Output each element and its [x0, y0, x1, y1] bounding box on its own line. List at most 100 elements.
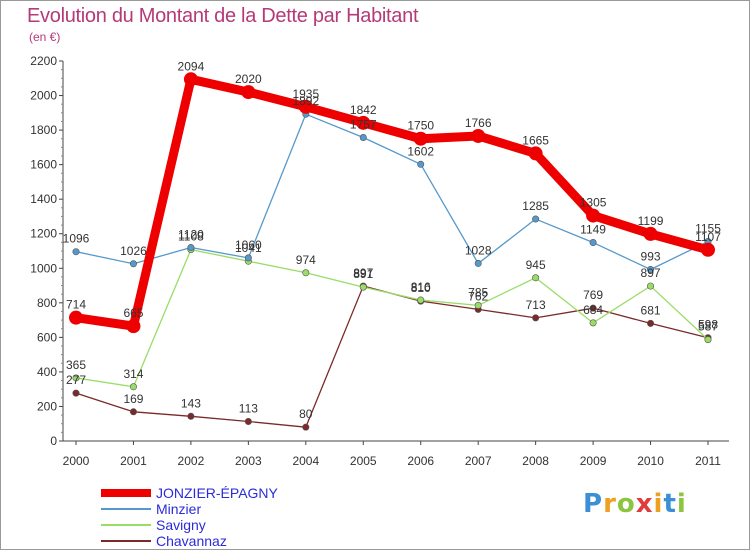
data-point-0 — [643, 226, 658, 241]
data-point-2 — [589, 319, 597, 327]
data-label-0: 1665 — [522, 133, 549, 147]
data-label-2: 897 — [641, 266, 661, 280]
data-label-0: 1107 — [695, 230, 721, 244]
data-point-2 — [532, 274, 540, 282]
data-point-3 — [532, 314, 540, 322]
legend-label-minzier: Minzier — [156, 501, 202, 517]
data-label-1: 1155 — [695, 222, 721, 236]
data-label-3: 143 — [181, 396, 201, 410]
data-point-3 — [244, 417, 252, 425]
data-label-2: 974 — [296, 253, 316, 267]
x-tick-label: 2008 — [522, 454, 549, 468]
data-point-1 — [72, 248, 80, 256]
data-label-0: 1750 — [407, 119, 434, 133]
y-tick-label: 2200 — [30, 54, 57, 68]
data-label-0: 1766 — [465, 116, 492, 130]
data-point-0 — [241, 85, 256, 100]
data-point-0 — [586, 208, 601, 223]
data-point-1 — [532, 215, 540, 223]
data-label-2: 1108 — [178, 230, 204, 244]
data-point-1 — [187, 244, 195, 252]
data-label-2: 314 — [123, 367, 143, 381]
y-tick-label: 1600 — [30, 158, 57, 172]
y-tick-label: 1800 — [30, 123, 57, 137]
data-point-0 — [471, 128, 486, 143]
x-tick-label: 2010 — [637, 454, 664, 468]
data-label-2: 365 — [66, 358, 86, 372]
data-label-1: 1892 — [292, 94, 319, 108]
series-line-3 — [75, 285, 709, 428]
data-point-0 — [701, 242, 715, 257]
data-label-3: 598 — [698, 318, 718, 332]
data-label-3: 277 — [66, 373, 86, 387]
data-point-3 — [302, 423, 310, 431]
data-label-0: 1935 — [292, 87, 319, 101]
x-tick-label: 2001 — [120, 454, 147, 468]
data-label-0: 665 — [123, 306, 143, 320]
legend-swatch-chavannaz — [101, 540, 151, 542]
series-line-2 — [75, 248, 709, 388]
data-point-3 — [187, 412, 195, 420]
data-point-0 — [69, 310, 83, 325]
data-label-3: 810 — [411, 281, 431, 295]
data-label-3: 897 — [353, 266, 373, 280]
y-tick-label: 2000 — [30, 89, 57, 103]
legend-label-jonzier: JONZIER-ÉPAGNY — [156, 485, 278, 501]
chart-subtitle: (en €) — [29, 30, 61, 44]
data-point-2 — [129, 383, 137, 391]
x-tick-label: 2006 — [407, 454, 434, 468]
data-label-0: 1305 — [580, 196, 607, 210]
x-tick-label: 2004 — [292, 454, 319, 468]
legend-swatch-jonzier — [101, 489, 151, 497]
data-label-1: 993 — [641, 249, 661, 263]
series-line-1 — [75, 113, 709, 271]
data-point-2 — [302, 269, 310, 277]
data-point-1 — [359, 134, 367, 142]
y-tick-label: 400 — [37, 365, 57, 379]
data-label-3: 762 — [468, 289, 488, 303]
x-tick-label: 2003 — [235, 454, 262, 468]
data-point-3 — [647, 319, 655, 327]
y-tick-label: 600 — [37, 330, 57, 344]
data-label-3: 80 — [299, 407, 313, 421]
data-label-2: 684 — [583, 303, 603, 317]
data-label-2: 785 — [468, 285, 488, 299]
data-label-2: 1041 — [235, 241, 262, 255]
x-tick-label: 2009 — [580, 454, 607, 468]
data-label-1: 1120 — [178, 228, 204, 242]
data-point-0 — [298, 99, 313, 114]
y-tick-label: 800 — [37, 296, 57, 310]
data-label-3: 713 — [526, 298, 546, 312]
data-point-3 — [589, 304, 597, 312]
data-point-0 — [126, 319, 141, 334]
data-point-2 — [72, 374, 80, 382]
data-point-1 — [474, 259, 482, 267]
x-tick-label: 2002 — [178, 454, 205, 468]
data-point-3 — [72, 389, 80, 397]
data-label-0: 1842 — [350, 103, 377, 117]
x-tick-label: 2011 — [695, 454, 721, 468]
data-point-1 — [129, 260, 137, 268]
y-tick-label: 1000 — [30, 261, 57, 275]
data-point-1 — [244, 254, 252, 262]
x-tick-label: 2000 — [63, 454, 90, 468]
data-label-2: 587 — [698, 320, 718, 334]
y-tick-label: 0 — [50, 434, 57, 448]
data-label-1: 1096 — [63, 232, 90, 246]
data-label-1: 1602 — [407, 144, 434, 158]
x-tick-label: 2007 — [465, 454, 492, 468]
data-point-1 — [417, 160, 425, 168]
data-label-3: 681 — [641, 303, 661, 317]
data-point-1 — [647, 265, 655, 273]
legend-swatch-savigny — [101, 524, 151, 526]
data-label-2: 891 — [353, 267, 373, 281]
data-label-1: 1060 — [235, 238, 262, 252]
data-label-3: 113 — [239, 401, 258, 415]
legend-label-savigny: Savigny — [156, 517, 206, 533]
legend-swatch-minzier — [101, 508, 151, 510]
data-point-1 — [589, 239, 597, 247]
data-label-0: 2020 — [235, 72, 262, 86]
data-point-0 — [356, 115, 371, 130]
